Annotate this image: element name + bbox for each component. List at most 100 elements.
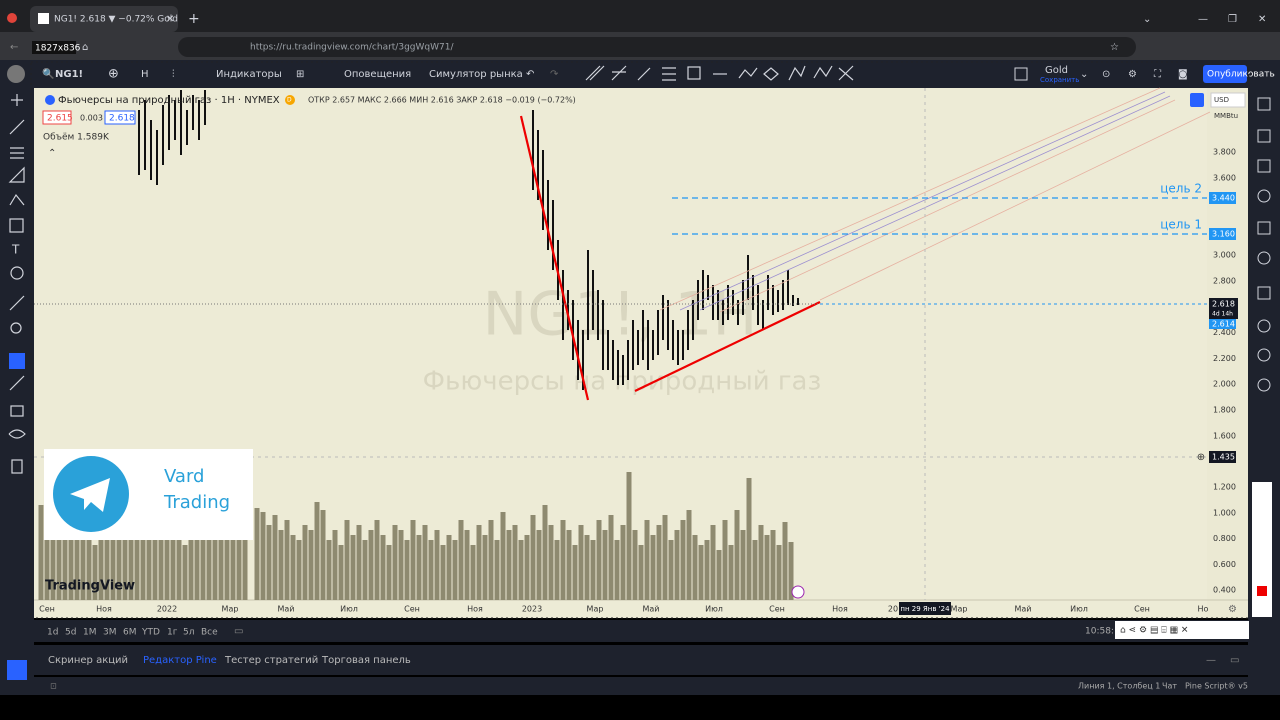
range-button[interactable]: 1г bbox=[167, 628, 178, 638]
time-label: 2022 bbox=[157, 605, 177, 614]
new-tab[interactable]: + bbox=[188, 11, 200, 27]
axis-settings[interactable]: ⚙ bbox=[1228, 604, 1237, 615]
home[interactable]: ⌂ bbox=[82, 42, 88, 53]
price-label: 2.400 bbox=[1213, 328, 1236, 337]
time-label: Май bbox=[277, 605, 294, 614]
time-label: Июл bbox=[1070, 605, 1088, 614]
currency-select[interactable] bbox=[1210, 92, 1246, 108]
promo-line1: Vard bbox=[164, 466, 204, 487]
legend-instrument: Фьючерсы на природный газ · 1Н · NYMEX bbox=[58, 95, 280, 106]
bid-price-box bbox=[1209, 319, 1236, 329]
watermark-symbol: NG1!, 1Н bbox=[482, 280, 757, 350]
uptrend-line bbox=[634, 301, 821, 392]
price-label: 1.800 bbox=[1213, 406, 1236, 415]
target-2-price: 3.440 bbox=[1212, 194, 1235, 203]
price-label: 3.000 bbox=[1213, 251, 1236, 260]
tab-close[interactable]: ✕ bbox=[166, 14, 174, 25]
status-position: Линия 1, Столбец 1 bbox=[1078, 682, 1160, 691]
currency: USD bbox=[1214, 96, 1229, 104]
indicators[interactable]: Индикаторы bbox=[216, 69, 282, 80]
interval[interactable]: H bbox=[141, 69, 149, 80]
symbol[interactable]: NG1! bbox=[55, 69, 83, 80]
settings[interactable]: ⚙ bbox=[1128, 69, 1137, 80]
bookmark[interactable]: ☆ bbox=[1110, 42, 1119, 53]
search-icon[interactable]: 🔍 bbox=[42, 67, 54, 80]
redo[interactable]: ↷ bbox=[550, 69, 559, 80]
panel-minimize[interactable]: — bbox=[1206, 655, 1216, 666]
bar-style[interactable]: ⫶ bbox=[172, 69, 175, 80]
close-window[interactable]: ✕ bbox=[1258, 14, 1266, 25]
volume-label: 0.800 bbox=[1213, 534, 1236, 543]
range-button[interactable]: YTD bbox=[141, 628, 160, 638]
collapse-legend[interactable]: ⌃ bbox=[48, 148, 56, 159]
range-button[interactable]: 6M bbox=[123, 628, 137, 638]
tab[interactable] bbox=[30, 6, 178, 32]
panel-tab[interactable]: Тестер стратегий bbox=[224, 655, 318, 666]
panel-tab[interactable]: Скринер акций bbox=[48, 655, 128, 666]
time-label: Май bbox=[1014, 605, 1031, 614]
browser-icon bbox=[7, 13, 17, 23]
omnibox[interactable] bbox=[178, 37, 1136, 57]
tab-search[interactable]: ⌄ bbox=[1143, 14, 1151, 25]
layout-menu[interactable]: ⌄ bbox=[1080, 69, 1088, 80]
publish-button[interactable] bbox=[1203, 65, 1247, 83]
target-1-label: цель 1 bbox=[1160, 218, 1202, 232]
fullscreen[interactable]: ⛶ bbox=[1153, 69, 1162, 80]
avatar[interactable] bbox=[7, 65, 25, 83]
left-tools: T bbox=[8, 94, 26, 474]
time-label: Мар bbox=[222, 605, 239, 614]
panel-tab[interactable]: Редактор Pine bbox=[143, 655, 217, 666]
range-button[interactable]: 5d bbox=[65, 628, 76, 638]
time-label: Июл bbox=[340, 605, 358, 614]
volume-label: 0.400 bbox=[1213, 586, 1236, 595]
range-button[interactable]: Все bbox=[201, 628, 218, 638]
range-bar bbox=[34, 620, 1248, 642]
resolution-text: 1827x836 bbox=[35, 44, 81, 54]
tv-toolbar bbox=[0, 60, 1280, 88]
templates[interactable]: ⊞ bbox=[296, 69, 304, 80]
time-label: Ноя bbox=[96, 605, 112, 614]
time-label: Мар bbox=[951, 605, 968, 614]
panel-tab[interactable]: Торговая панель bbox=[321, 655, 411, 666]
snapshot[interactable]: ◙ bbox=[1178, 69, 1188, 80]
volume-label: 1.200 bbox=[1213, 483, 1236, 492]
watchlist-star[interactable] bbox=[7, 660, 27, 680]
tab-favicon bbox=[38, 13, 49, 24]
channel bbox=[659, 87, 1211, 313]
crosshair-plus[interactable]: ⊕ bbox=[1197, 452, 1205, 463]
price-label: 1.600 bbox=[1213, 431, 1236, 440]
crosshair-date-box bbox=[899, 602, 951, 615]
color-swatch[interactable] bbox=[1257, 586, 1267, 596]
range-button[interactable]: 1d bbox=[47, 628, 58, 638]
tv-logo: TradingView bbox=[45, 579, 135, 594]
status-chat: Чат bbox=[1162, 682, 1177, 691]
crosshair-price: 1.435 bbox=[1212, 453, 1235, 462]
quick-search[interactable]: ⊙ bbox=[1102, 69, 1110, 80]
floating-tools bbox=[1252, 482, 1272, 617]
date-range-picker[interactable]: ▭ bbox=[234, 626, 243, 637]
back[interactable]: ← bbox=[10, 42, 18, 53]
event-marker[interactable] bbox=[791, 585, 805, 599]
range-button[interactable]: 5л bbox=[183, 628, 194, 638]
range-button[interactable]: 3M bbox=[103, 628, 117, 638]
sync-button[interactable] bbox=[1190, 93, 1204, 107]
legend-volume: Объём 1.589K bbox=[43, 133, 110, 143]
compare[interactable]: ⊕ bbox=[108, 67, 119, 82]
minimize[interactable]: — bbox=[1198, 14, 1208, 25]
restore[interactable]: ❐ bbox=[1228, 14, 1237, 25]
undo[interactable]: ↶ bbox=[526, 69, 534, 80]
range-button[interactable]: 1M bbox=[83, 628, 97, 638]
time-label: Но bbox=[1198, 605, 1209, 614]
alerts[interactable]: Оповещения bbox=[344, 69, 411, 80]
drawing-actions-icons[interactable]: ⌂ ⋖ ⚙ ▤ ⌸ ▦ ✕ bbox=[1120, 626, 1188, 636]
editor-icon[interactable]: ⊡ bbox=[50, 682, 57, 691]
layout-toggle[interactable] bbox=[1014, 67, 1028, 81]
panel-maximize[interactable]: ▭ bbox=[1230, 655, 1239, 666]
time-label: Июл bbox=[705, 605, 723, 614]
url: https://ru.tradingview.com/chart/3ggWqW7… bbox=[250, 43, 454, 53]
time-label: 20 bbox=[888, 605, 898, 614]
save[interactable]: Сохранить bbox=[1040, 76, 1079, 84]
replay[interactable]: Симулятор рынка bbox=[429, 69, 523, 80]
layout-name[interactable]: Gold bbox=[1045, 65, 1068, 76]
legend-ohlc: ОТКР 2.657 МАКС 2.666 МИН 2.616 ЗАКР 2.6… bbox=[308, 96, 576, 105]
